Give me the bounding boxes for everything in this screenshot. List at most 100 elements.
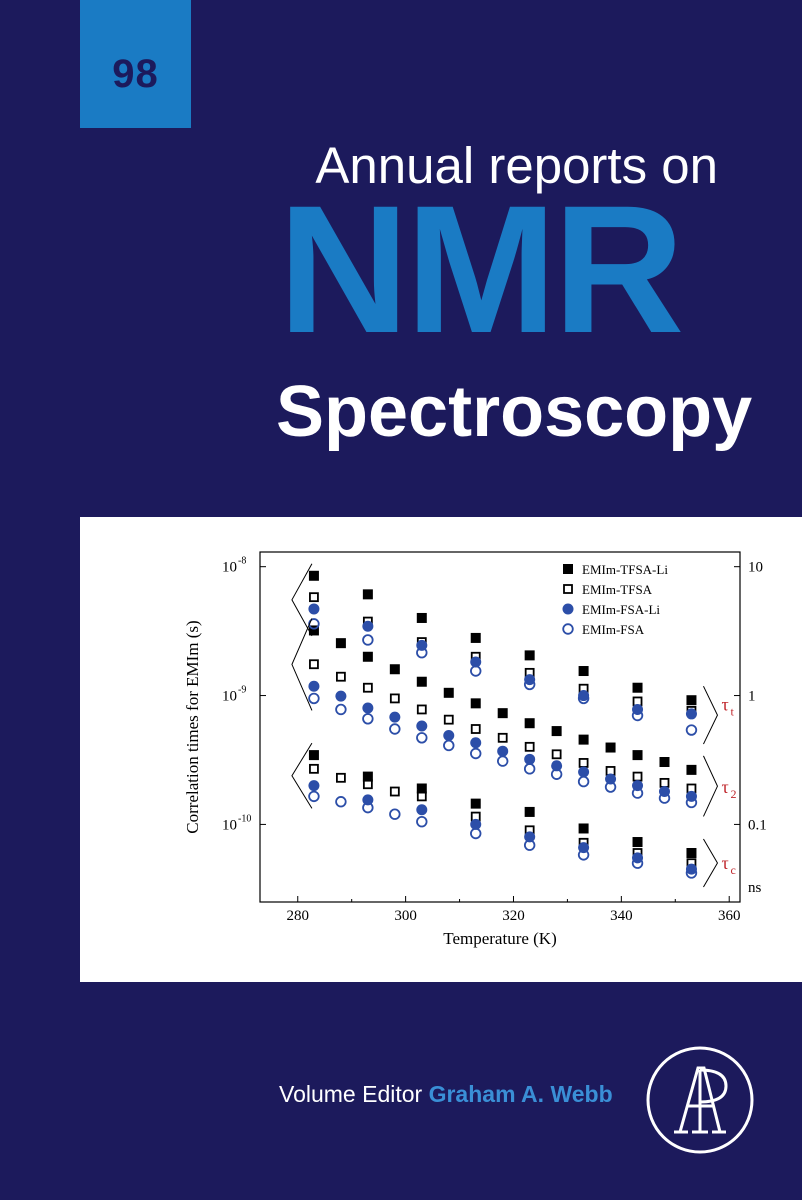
data-point-emim-tfsa-li [362, 651, 373, 662]
data-point-emim-fsa [685, 796, 698, 809]
editor-label: Volume Editor [279, 1081, 423, 1107]
data-point-emim-fsa [577, 692, 590, 705]
y-tick-exponent: -10 [238, 813, 251, 824]
legend-label: EMIm-FSA-Li [582, 602, 660, 617]
data-point-emim-fsa [577, 849, 590, 861]
data-point-emim-fsa [389, 808, 401, 820]
bracket-left [291, 563, 313, 637]
bracket-right [703, 755, 719, 817]
data-point-emim-tfsa-li [605, 742, 616, 753]
data-point-emim-fsa [443, 739, 455, 752]
data-point-emim-fsa-li [605, 773, 617, 785]
y-tick-label: 10 [222, 689, 237, 705]
data-point-emim-fsa-li [685, 863, 697, 875]
data-point-emim-tfsa [416, 704, 427, 715]
data-point-emim-fsa [308, 692, 320, 705]
data-point-emim-fsa-li [308, 603, 320, 615]
tau-annotation: τ [721, 777, 728, 797]
x-tick-label: 340 [610, 908, 633, 924]
data-point-emim-tfsa-li [686, 695, 697, 706]
data-point-emim-fsa-li [578, 690, 590, 702]
legend-marker [563, 564, 573, 574]
data-point-emim-tfsa [309, 592, 319, 603]
data-point-emim-tfsa-li [632, 682, 643, 693]
legend-marker [562, 623, 574, 635]
x-tick-label: 280 [287, 908, 310, 924]
data-point-emim-fsa [631, 787, 644, 799]
data-point-emim-fsa [685, 724, 698, 736]
data-point-emim-fsa [523, 839, 536, 851]
data-point-emim-fsa [335, 703, 347, 716]
y-right-unit: ns [748, 880, 762, 896]
data-point-emim-fsa [362, 634, 374, 646]
data-point-emim-fsa-li [389, 711, 401, 723]
data-point-emim-fsa-li [551, 760, 563, 772]
tau-annotation-subscript: c [730, 863, 735, 877]
x-tick-label: 360 [718, 908, 741, 924]
series-title-nmr: NMR [278, 167, 684, 371]
data-point-emim-tfsa [389, 786, 400, 797]
data-point-emim-tfsa [335, 671, 346, 682]
volume-number: 98 [112, 52, 159, 96]
data-point-emim-tfsa-li [578, 734, 589, 745]
data-point-emim-tfsa-li [524, 806, 535, 817]
data-point-emim-tfsa-li [632, 837, 643, 848]
data-point-emim-fsa [631, 857, 644, 869]
data-point-emim-tfsa [416, 791, 427, 802]
data-point-emim-fsa [577, 775, 590, 788]
data-point-emim-tfsa-li [578, 666, 589, 677]
data-point-emim-tfsa-li [497, 708, 508, 719]
data-point-emim-fsa [362, 713, 374, 725]
data-point-emim-fsa [523, 678, 536, 691]
legend-label: EMIm-TFSA-Li [582, 562, 668, 577]
data-point-emim-fsa-li [497, 745, 509, 757]
data-point-emim-tfsa-li [443, 687, 454, 698]
legend-label: EMIm-FSA [582, 622, 645, 637]
tau-annotation: τ [721, 853, 728, 873]
tau-annotation-subscript: t [730, 705, 734, 719]
volume-editor-line: Volume Editor Graham A. Webb [279, 1081, 613, 1108]
data-point-emim-tfsa-li [416, 783, 427, 794]
data-point-emim-tfsa-li [470, 798, 481, 809]
data-point-emim-tfsa [497, 732, 508, 743]
data-point-emim-fsa [604, 781, 617, 793]
data-point-emim-fsa [523, 763, 536, 775]
tau-annotation: τ [721, 695, 728, 715]
legend-marker [562, 603, 574, 615]
data-point-emim-fsa [470, 665, 482, 677]
data-point-emim-tfsa-li [416, 612, 427, 623]
y-tick-exponent: -8 [238, 556, 246, 567]
bracket-left [291, 742, 313, 809]
y-tick-label: 10 [222, 560, 237, 576]
data-point-emim-tfsa-li [308, 570, 319, 581]
data-point-emim-tfsa [335, 772, 346, 783]
data-point-emim-fsa-li [470, 656, 482, 668]
data-point-emim-fsa-li [416, 720, 428, 732]
data-point-emim-tfsa-li [308, 750, 319, 761]
academic-press-logo-icon [646, 1046, 754, 1154]
series-title-spectroscopy: Spectroscopy [276, 372, 753, 452]
data-point-emim-tfsa [578, 758, 589, 768]
data-point-emim-fsa [470, 827, 482, 840]
data-point-emim-tfsa [362, 682, 373, 693]
series-title-line1: Annual reports on [315, 137, 718, 194]
data-point-emim-tfsa [309, 659, 319, 670]
data-point-emim-fsa-li [362, 620, 374, 632]
data-point-emim-tfsa-li [416, 676, 427, 687]
data-point-emim-fsa [470, 747, 482, 760]
bracket-right [703, 685, 719, 745]
data-point-emim-tfsa-li [551, 726, 562, 737]
data-point-emim-tfsa-li [362, 771, 373, 782]
data-point-emim-fsa-li [362, 702, 374, 714]
data-point-emim-tfsa-li [470, 632, 481, 643]
data-point-emim-tfsa [470, 724, 481, 734]
data-point-emim-fsa-li [470, 818, 482, 830]
data-point-emim-tfsa-li [632, 750, 643, 761]
data-point-emim-tfsa [389, 693, 400, 704]
data-point-emim-tfsa-li [362, 589, 373, 600]
data-point-emim-tfsa [309, 763, 319, 774]
x-axis-label: Temperature (K) [443, 929, 557, 948]
data-point-emim-fsa [335, 796, 347, 808]
y-tick-exponent: -9 [238, 685, 246, 696]
